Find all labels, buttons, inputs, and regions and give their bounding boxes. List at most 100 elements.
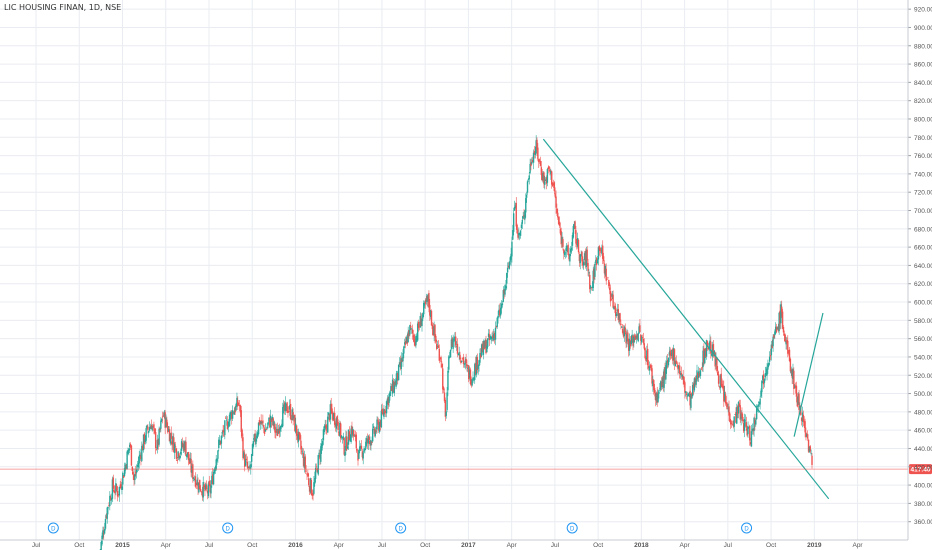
candle-body: [249, 467, 251, 469]
candle-body: [156, 439, 159, 449]
candle-body: [666, 359, 669, 364]
candle-body: [493, 333, 496, 339]
dividend-marker[interactable]: D: [741, 522, 753, 534]
candle-body: [752, 430, 754, 432]
candle-body: [608, 279, 610, 287]
candle-body: [238, 405, 241, 407]
candle-body: [532, 152, 535, 163]
candle-body: [724, 394, 727, 404]
price-tick-label: 800.00: [914, 116, 932, 123]
candle-body: [251, 444, 254, 456]
candle-body: [189, 458, 191, 463]
candle-body: [690, 393, 692, 408]
candle-body: [404, 342, 406, 345]
candle-body: [184, 441, 186, 450]
candle-body: [616, 309, 619, 312]
candle-body: [223, 429, 225, 433]
candle-body: [527, 179, 530, 180]
candle-body: [285, 403, 287, 405]
dividend-marker[interactable]: D: [47, 522, 59, 534]
candle-body: [809, 446, 811, 452]
last-price-badge: [909, 464, 932, 475]
candle-body: [649, 365, 652, 366]
candle-body: [441, 364, 443, 368]
candle-body: [102, 530, 104, 538]
candle-body: [111, 479, 114, 499]
candle-body: [738, 403, 741, 407]
dividend-marker[interactable]: D: [566, 522, 578, 534]
candle-body: [302, 453, 305, 466]
candle-body: [217, 450, 219, 459]
candle-body: [316, 469, 319, 473]
candle-body: [152, 426, 154, 427]
candle-body: [528, 175, 530, 180]
candle-body: [254, 433, 256, 442]
candle-body: [647, 365, 650, 369]
candle-body: [742, 423, 745, 432]
candle-body: [291, 409, 293, 421]
candle-body: [538, 159, 540, 163]
candle-body: [637, 333, 639, 342]
candle-body: [663, 369, 665, 388]
candle-body: [784, 334, 786, 342]
candle-body: [733, 416, 735, 427]
price-tick-label: 440.00: [914, 446, 932, 453]
candle-body: [231, 412, 233, 419]
time-axis[interactable]: Jul Oct 2015 Apr Jul Oct 2016 Apr Jul Oct 2017 Apr J…: [0, 539, 908, 549]
trendline[interactable]: [542, 138, 830, 500]
candle-body: [346, 446, 349, 449]
candle-body: [282, 404, 285, 408]
candle-body: [704, 350, 706, 364]
candle-body: [402, 353, 404, 362]
candle-body: [134, 474, 136, 481]
candle-body: [295, 425, 298, 436]
candle-body: [416, 323, 419, 341]
candle-body: [579, 254, 581, 264]
candle-body: [473, 377, 475, 381]
candle-body: [615, 307, 617, 316]
candle-body: [740, 413, 742, 420]
candle-body: [225, 419, 228, 421]
candle-body: [275, 430, 277, 433]
last-price-line: 417.40: [0, 464, 932, 475]
candle-body: [476, 357, 479, 371]
candle-body: [662, 375, 664, 386]
candle-body: [707, 348, 709, 350]
dividend-marker[interactable]: D: [222, 522, 234, 534]
candle-body: [781, 306, 783, 313]
candle-body: [451, 338, 453, 347]
candle-body: [372, 428, 374, 442]
candle-body: [413, 334, 415, 342]
candle-body: [685, 391, 687, 393]
candle-body: [287, 411, 289, 414]
candle-body: [580, 254, 582, 257]
candle-body: [516, 224, 518, 234]
candle-body: [104, 518, 107, 529]
candle-body: [506, 272, 508, 284]
candle-body: [119, 484, 121, 486]
candle-body: [415, 335, 417, 346]
trendlines[interactable]: [542, 138, 830, 500]
vertical-gridlines: [35, 0, 859, 540]
candle-body: [679, 365, 681, 374]
candle-body: [490, 337, 492, 339]
candle-body: [135, 471, 137, 474]
candle-body: [571, 235, 574, 246]
candle-body: [549, 169, 551, 173]
candle-body: [326, 426, 328, 431]
candle-body: [260, 420, 262, 425]
candle-body: [180, 441, 183, 451]
candle-body: [303, 456, 306, 468]
candle-body: [570, 248, 572, 253]
candle-body: [720, 373, 722, 386]
candle-body: [485, 339, 487, 354]
candle-body: [734, 414, 736, 416]
price-axis[interactable]: 920.00 900.00 880.00 860.00 840.00 820.00 800.…: [907, 0, 932, 540]
candle-body: [130, 445, 133, 466]
candle-body: [778, 312, 780, 332]
dividend-marker[interactable]: D: [395, 522, 407, 534]
candle-body: [499, 309, 501, 316]
trendline[interactable]: [793, 312, 824, 437]
